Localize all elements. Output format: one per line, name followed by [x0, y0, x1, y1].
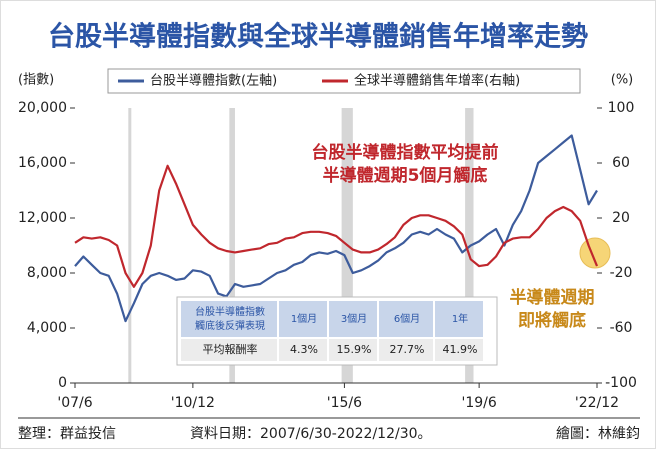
- y-tick-label: 0: [58, 375, 67, 391]
- y2-tick-label: 20: [612, 210, 630, 226]
- y2-tick-label: -60: [610, 320, 633, 336]
- table-header-line: 台股半導體指數: [195, 305, 265, 318]
- annotation: 即將觸底: [518, 310, 586, 331]
- y-tick-label: 8,000: [27, 265, 67, 281]
- table-header-cell: [379, 301, 433, 337]
- x-tick-label: '19/6: [461, 395, 496, 411]
- chart-title: 台股半導體指數與全球半導體銷售年增率走勢: [48, 21, 588, 53]
- table-cell: [435, 339, 483, 361]
- table-header: 台股半導體指數觸底後反彈表現: [195, 305, 265, 332]
- y2-axis-label: (%): [611, 73, 634, 88]
- x-tick-label: '07/6: [57, 395, 92, 411]
- x-tick-label: '22/12: [575, 395, 619, 411]
- table-header-cell: [181, 301, 277, 337]
- annotation: 台股半導體指數平均提前: [312, 142, 499, 163]
- footer-text: 整理：群益投信: [18, 426, 116, 442]
- table-header-line: 觸底後反彈表現: [195, 319, 265, 332]
- annotation: 半導體週期5個月觸底: [323, 165, 488, 186]
- footer-text: 繪圖：林維鈞: [556, 425, 640, 442]
- table-cell-text: 平均報酬率: [203, 342, 258, 356]
- y-tick-label: 4,000: [27, 320, 67, 336]
- shaded-period: [128, 108, 132, 383]
- table-cell: [181, 339, 277, 361]
- table-cell-text: 4.3%: [290, 343, 318, 356]
- table-header-cell: [279, 301, 327, 337]
- y-tick-label: 12,000: [18, 210, 67, 226]
- series-line: [74, 134, 598, 323]
- legend-label: 全球半導體銷售年增率(右軸): [354, 73, 520, 89]
- y2-tick-label: -100: [605, 375, 637, 391]
- footer-text: 資料日期：2007/6/30-2022/12/30。: [190, 426, 432, 442]
- table-cell-text: 41.9%: [443, 343, 478, 356]
- table-header: 1個月: [291, 312, 317, 325]
- shaded-period: [229, 108, 235, 383]
- x-tick-label: '10/12: [171, 395, 215, 411]
- y-tick-label: 20,000: [18, 100, 67, 116]
- table-cell: [379, 339, 433, 361]
- table-cell: [279, 339, 327, 361]
- y2-tick-label: 100: [608, 100, 635, 116]
- table-cell: [329, 339, 377, 361]
- table-header-cell: [329, 301, 377, 337]
- y-tick-label: 16,000: [18, 155, 67, 171]
- table-header: 3個月: [341, 312, 367, 325]
- table-cell-text: 15.9%: [337, 343, 372, 356]
- y2-tick-label: 60: [612, 155, 630, 171]
- y-axis-label: (指數): [18, 73, 54, 88]
- annotation: 半導體週期: [510, 287, 595, 308]
- table-header: 1年: [452, 312, 468, 325]
- table-header: 6個月: [394, 312, 420, 325]
- series-line: [74, 164, 599, 288]
- table-cell-text: 27.7%: [390, 343, 425, 356]
- legend-label: 台股半導體指數(左軸): [150, 74, 277, 89]
- y2-tick-label: -20: [610, 265, 633, 281]
- x-tick-label: '15/6: [327, 395, 362, 411]
- table-header-cell: [435, 301, 483, 337]
